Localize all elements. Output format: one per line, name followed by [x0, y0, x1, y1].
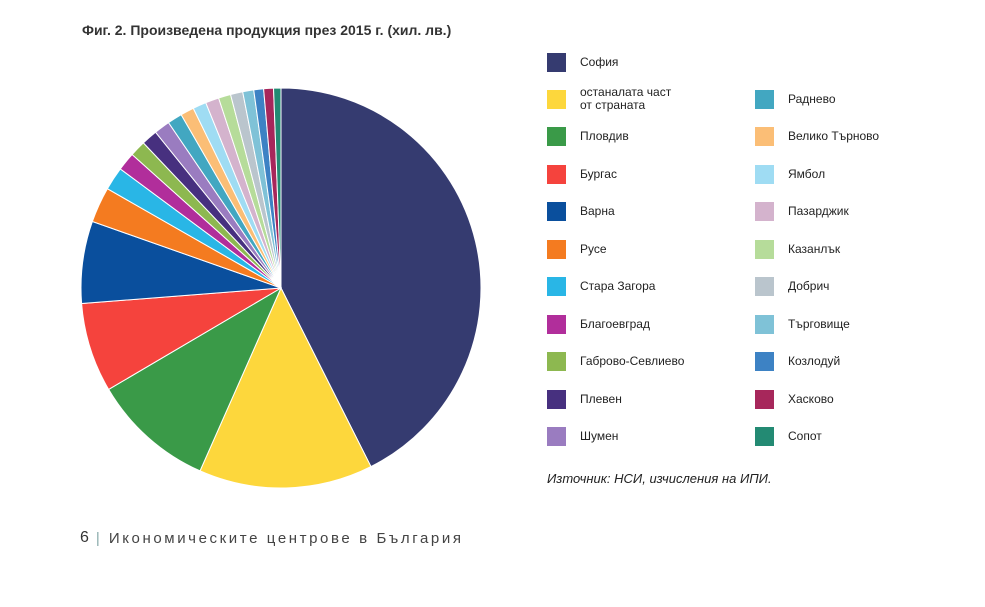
legend-swatch — [755, 239, 774, 259]
pie-slice-софия — [280, 87, 482, 468]
legend-label: Добрич — [788, 278, 830, 293]
legend-swatch — [755, 201, 774, 221]
legend-swatch — [547, 239, 566, 259]
legend-item-плевен: Плевен — [547, 389, 622, 409]
legend-label: София — [580, 54, 619, 69]
legend-label: Хасково — [788, 391, 834, 406]
page-number: 6 — [80, 529, 89, 546]
legend-swatch — [755, 389, 774, 409]
legend-label: Бургас — [580, 166, 617, 181]
legend-swatch — [755, 164, 774, 184]
legend-label: Ямбол — [788, 166, 826, 181]
source-note: Източник: НСИ, изчисления на ИПИ. — [547, 471, 772, 486]
legend-label: Казанлък — [788, 241, 841, 256]
legend-label: Благоевград — [580, 316, 650, 331]
legend-label: Пловдив — [580, 128, 629, 143]
legend-swatch — [755, 426, 774, 446]
legend-swatch — [547, 314, 566, 334]
legend-item-останалата-част-от-страната: останалата част от страната — [547, 85, 672, 112]
legend-label: Шумен — [580, 428, 619, 443]
legend-swatch — [547, 89, 566, 109]
legend-swatch — [547, 164, 566, 184]
pie-slice-сопот — [273, 87, 282, 289]
legend-label: Пазарджик — [788, 203, 849, 218]
legend-item-габрово-севлиево: Габрово-Севлиево — [547, 351, 684, 371]
legend-swatch — [755, 89, 774, 109]
legend-item-шумен: Шумен — [547, 426, 618, 446]
footer-title: Икономическите центрове в България — [108, 529, 464, 547]
legend-item-хасково: Хасково — [755, 389, 834, 409]
legend-item-добрич: Добрич — [755, 276, 829, 296]
legend-item-търговище: Търговище — [755, 314, 850, 334]
legend-item-раднево: Раднево — [755, 89, 836, 109]
legend-swatch — [547, 276, 566, 296]
legend-label: Сопот — [788, 428, 822, 443]
legend-label: Варна — [580, 203, 615, 218]
pie-slice-останалата-част-от-страната — [199, 286, 372, 489]
legend-label: Козлодуй — [788, 353, 841, 368]
legend-item-благоевград: Благоевград — [547, 314, 650, 334]
legend-label: Плевен — [580, 391, 622, 406]
footer-separator: | — [95, 529, 100, 547]
chart-title: Фиг. 2. Произведена продукция през 2015 … — [82, 22, 452, 38]
legend-label: Велико Търново — [788, 128, 880, 143]
legend-item-ямбол: Ямбол — [755, 164, 825, 184]
legend-swatch — [755, 351, 774, 371]
legend-label: Раднево — [788, 91, 836, 106]
legend-swatch — [755, 276, 774, 296]
legend-label: Габрово-Севлиево — [580, 353, 685, 368]
page-footer: 6 | Икономическите центрове в България — [80, 529, 464, 547]
legend-swatch — [547, 389, 566, 409]
legend-label: Русе — [580, 241, 607, 256]
legend-swatch — [547, 201, 566, 221]
legend-item-пазарджик: Пазарджик — [755, 201, 849, 221]
legend-swatch — [547, 351, 566, 371]
legend-label: Търговище — [788, 316, 850, 331]
legend-item-сопот: Сопот — [755, 426, 822, 446]
legend-item-бургас: Бургас — [547, 164, 617, 184]
legend-item-русе: Русе — [547, 239, 607, 259]
legend-swatch — [755, 314, 774, 334]
pie-slice-пловдив — [107, 286, 283, 472]
legend-label: Стара Загора — [580, 278, 656, 293]
legend-swatch — [547, 126, 566, 146]
legend-swatch — [547, 52, 566, 72]
legend-item-козлодуй: Козлодуй — [755, 351, 840, 371]
legend-label: останалата част от страната — [580, 85, 672, 112]
legend-swatch — [755, 126, 774, 146]
legend-item-варна: Варна — [547, 201, 615, 221]
legend-item-софия: София — [547, 52, 618, 72]
legend-swatch — [547, 426, 566, 446]
legend-item-пловдив: Пловдив — [547, 126, 629, 146]
pie-chart — [80, 87, 482, 489]
legend-item-стара-загора: Стара Загора — [547, 276, 655, 296]
legend-item-казанлък: Казанлък — [755, 239, 840, 259]
legend-item-велико-търново: Велико Търново — [755, 126, 879, 146]
